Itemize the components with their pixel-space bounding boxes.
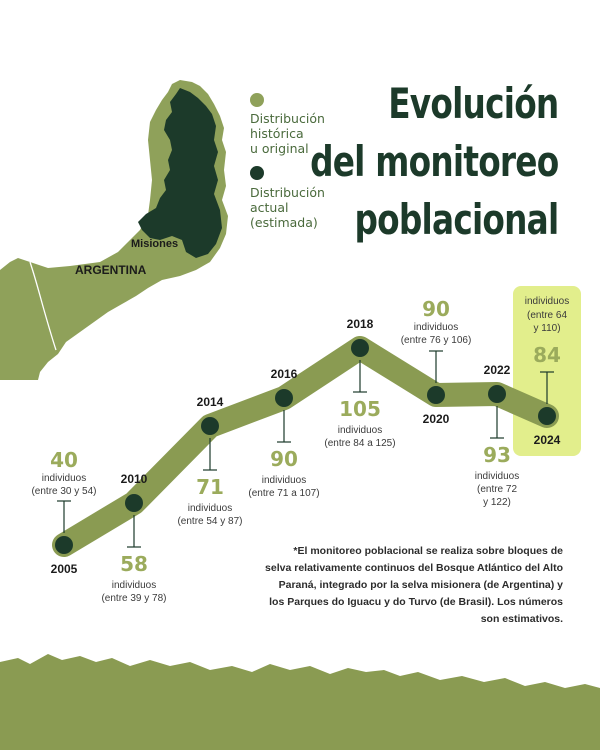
footnote: *El monitoreo poblacional se realiza sob… (265, 545, 563, 625)
legend-label-historic: Distribución histórica u original (250, 111, 325, 156)
range-label: (entre 54 y 87) (177, 516, 242, 527)
data-point (488, 385, 506, 403)
year-label: 2016 (271, 367, 298, 381)
data-point (125, 494, 143, 512)
range-label: (entre 30 y 54) (31, 486, 96, 497)
unit-label: individuos (188, 503, 232, 514)
value-label: 84 (533, 343, 561, 367)
year-label: 2014 (197, 395, 224, 409)
year-label: 2024 (534, 433, 561, 447)
data-point (351, 339, 369, 357)
title-line-1: Evolución (387, 79, 559, 128)
page-title: Evolución del monitoreo poblacional (309, 75, 559, 249)
range-label: (entre 76 y 106) (401, 335, 472, 346)
year-label: 2022 (484, 363, 511, 377)
unit-label: individuos (338, 425, 382, 436)
region-label: Misiones (131, 238, 178, 250)
value-label: 40 (50, 448, 78, 472)
series-line (52, 336, 559, 557)
title-line-3: poblacional (354, 195, 559, 244)
distribution-map: Misiones ARGENTINA (0, 80, 228, 380)
river-line (29, 261, 57, 351)
title-line-2: del monitoreo (309, 137, 559, 186)
year-label: 2020 (423, 412, 450, 426)
unit-label: individuos (414, 322, 458, 333)
unit-label: individuos (42, 473, 86, 484)
data-point (275, 389, 293, 407)
range-label: (entre 84 a 125) (324, 438, 395, 449)
year-label: 2010 (121, 472, 148, 486)
unit-label: individuos (475, 471, 519, 482)
year-label: 2018 (347, 317, 374, 331)
range-label: y 122) (483, 497, 511, 508)
forest-ground-silhouette (0, 654, 600, 750)
value-label: 90 (270, 447, 298, 471)
unit-label: individuos (112, 580, 156, 591)
value-label: 90 (422, 297, 450, 321)
range-label: (entre 71 a 107) (248, 488, 319, 499)
range-label: (entre 39 y 78) (101, 593, 166, 604)
value-label: 71 (196, 475, 224, 499)
legend-swatch-historic (250, 93, 264, 107)
data-point (427, 386, 445, 404)
year-label: 2005 (51, 562, 78, 576)
country-label: ARGENTINA (75, 263, 147, 277)
legend-label-current: Distribución actual (estimada) (250, 185, 325, 230)
value-label: 105 (339, 397, 381, 421)
value-label: 58 (120, 552, 148, 576)
data-point (538, 407, 556, 425)
data-point (201, 417, 219, 435)
ground-shape (0, 654, 600, 750)
unit-label: individuos (525, 296, 569, 307)
current-distribution-area (138, 88, 222, 258)
range-label: (entre 72 (477, 484, 517, 495)
range-label: (entre 64 (527, 310, 567, 321)
unit-label: individuos (262, 475, 306, 486)
value-label: 93 (483, 443, 511, 467)
range-label: y 110) (533, 323, 560, 334)
legend-swatch-current (250, 166, 264, 180)
data-point (55, 536, 73, 554)
